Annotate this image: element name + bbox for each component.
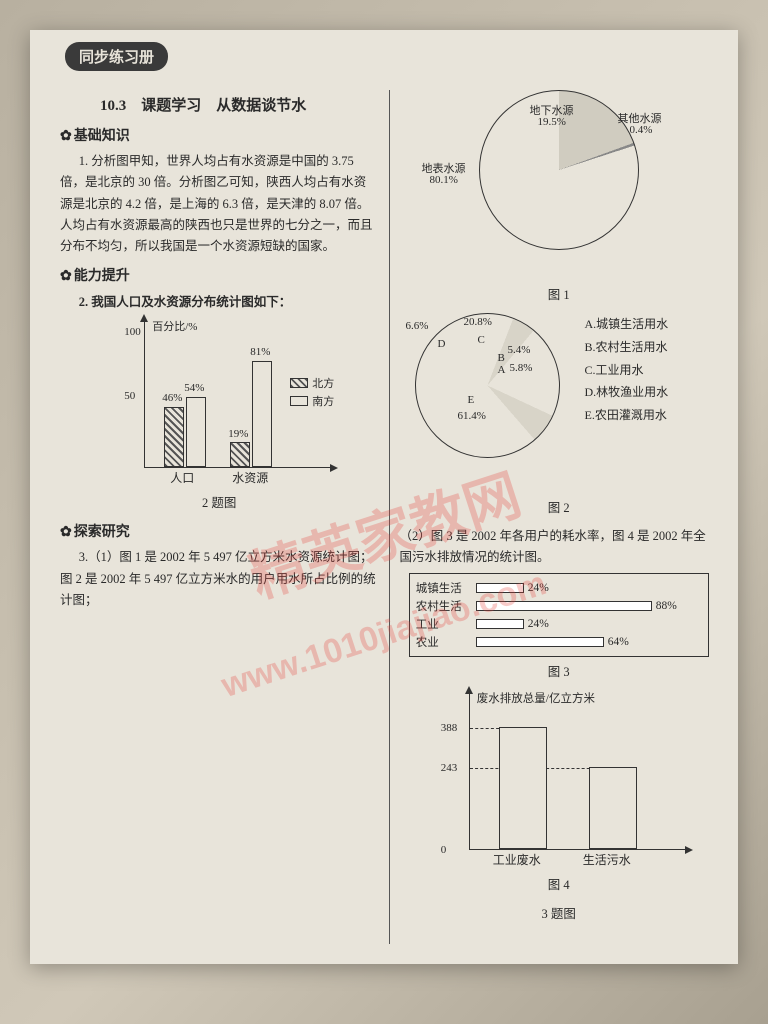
- pie2-caption: 图 2: [400, 497, 719, 516]
- bar-south-water: [252, 361, 272, 467]
- hbar-caption: 图 3: [400, 661, 719, 680]
- wastewater-bar-chart: 废水排放总量/亿立方米 388 243 0 工业废水 生活污水: [429, 690, 689, 870]
- bar4-domestic: [589, 767, 637, 849]
- q3-sub2: （2）图 3 是 2002 年各用户的耗水率，图 4 是 2002 年全国污水排…: [400, 526, 719, 569]
- left-column: 10.3 课题学习 从数据谈节水 基础知识 1. 分析图甲知，世界人均占有水资源…: [60, 50, 379, 944]
- pie2-D-pct: 6.6%: [406, 320, 429, 332]
- pie2-legend-D: D.林牧渔业用水: [585, 381, 669, 404]
- pie2-B-pct: 5.4%: [508, 344, 531, 356]
- bar1-tick-100: 100: [124, 326, 141, 338]
- bar4-ylabel: 废水排放总量/亿立方米: [477, 690, 595, 706]
- pie2-legend: A.城镇生活用水 B.农村生活用水 C.工业用水 D.林牧渔业用水 E.农田灌溉…: [585, 313, 669, 427]
- hbar-r4-pct: 64%: [608, 636, 629, 648]
- bar-north-pop: [164, 407, 184, 467]
- page: 同步练习册 10.3 课题学习 从数据谈节水 基础知识 1. 分析图甲知，世界人…: [30, 30, 738, 964]
- series-badge: 同步练习册: [65, 42, 168, 71]
- pie1-caption: 图 1: [400, 284, 719, 303]
- bar1-ylabel: 百分比/%: [152, 318, 197, 334]
- pie1-surface-pct: 80.1%: [430, 174, 458, 186]
- pie2-D: D: [438, 338, 446, 350]
- right-column: 地表水源 80.1% 地下水源 19.5% 其他水源 0.4% 图 1 B 5.…: [400, 50, 719, 944]
- bar4-industrial: [499, 727, 547, 849]
- pie2-legend-A: A.城镇生活用水: [585, 313, 669, 336]
- legend-south: 南方: [312, 393, 334, 409]
- section-basic: 基础知识: [60, 125, 379, 145]
- hbar-r1-pct: 24%: [528, 582, 549, 594]
- pie2-E-pct: 61.4%: [458, 410, 486, 422]
- consumption-rate-bar: 城镇生活 24% 农村生活 88% 工业 24% 农业 64%: [409, 573, 709, 657]
- pie2-E: E: [468, 394, 475, 406]
- column-divider: [389, 90, 390, 944]
- population-water-bar-chart: 百分比/% 100 50 46% 54% 人口 19% 81% 水资源 北方 南…: [104, 318, 334, 488]
- hbar-r3-pct: 24%: [528, 618, 549, 630]
- bar-south-pop: [186, 397, 206, 467]
- q2-text: 2. 我国人口及水资源分布统计图如下：: [60, 291, 379, 310]
- bar-south-water-label: 81%: [250, 346, 270, 358]
- bar4-tick-0: 0: [441, 844, 447, 856]
- section-ability: 能力提升: [60, 265, 379, 285]
- section-explore: 探索研究: [60, 521, 379, 541]
- hbar-r2-lab: 农村生活: [416, 598, 472, 614]
- bar-north-water-label: 19%: [228, 428, 248, 440]
- bar4-tick-243: 243: [441, 762, 458, 774]
- bar4-xlab2: 生活污水: [583, 851, 631, 868]
- bar4-caption2: 3 题图: [400, 903, 719, 922]
- q1-text: 1. 分析图甲知，世界人均占有水资源是中国的 3.75 倍，是北京的 30 倍。…: [60, 151, 379, 257]
- bar4-caption: 图 4: [400, 874, 719, 893]
- water-user-pie: B 5.4% A 5.8% C 20.8% D 6.6% E 61.4%: [415, 313, 560, 458]
- pie1-other-pct: 0.4%: [630, 124, 653, 136]
- hbar-r2-pct: 88%: [656, 600, 677, 612]
- q3-text: 3.（1）图 1 是 2002 年 5 497 亿立方米水资源统计图；图 2 是…: [60, 547, 379, 611]
- bar1-caption: 2 题图: [60, 492, 379, 511]
- hbar-r1-lab: 城镇生活: [416, 580, 472, 596]
- pie2-B: B: [498, 352, 505, 364]
- bar1-xlab-pop: 人口: [170, 469, 194, 486]
- pie2-legend-C: C.工业用水: [585, 359, 669, 382]
- bar-north-pop-label: 46%: [162, 392, 182, 404]
- bar1-xlab-water: 水资源: [232, 469, 268, 486]
- hbar-r4-lab: 农业: [416, 634, 472, 650]
- pie1-ground-pct: 19.5%: [538, 116, 566, 128]
- pie2-C: C: [478, 334, 485, 346]
- pie2-legend-B: B.农村生活用水: [585, 336, 669, 359]
- lesson-title: 10.3 课题学习 从数据谈节水: [100, 94, 379, 115]
- hbar-r3-lab: 工业: [416, 616, 472, 632]
- pie2-legend-E: E.农田灌溉用水: [585, 404, 669, 427]
- pie2-C-pct: 20.8%: [464, 316, 492, 328]
- bar4-tick-388: 388: [441, 722, 458, 734]
- bar1-legend: 北方 南方: [290, 373, 334, 411]
- pie2-A-pct: 5.8%: [510, 362, 533, 374]
- pie2-A: A: [498, 364, 506, 376]
- bar1-tick-50: 50: [124, 390, 135, 402]
- legend-north: 北方: [312, 375, 334, 391]
- bar4-xlab1: 工业废水: [493, 851, 541, 868]
- bar-north-water: [230, 442, 250, 467]
- bar-south-pop-label: 54%: [184, 382, 204, 394]
